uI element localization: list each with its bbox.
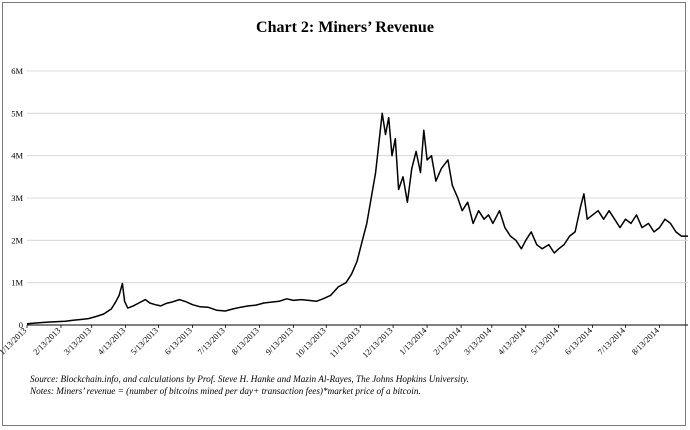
x-tick-label: 1/13/2014: [397, 325, 429, 357]
x-tick-label: 8/13/2013: [229, 325, 260, 356]
x-tick-label: 6/13/2013: [162, 325, 193, 356]
x-tick-label: 1/13/2013: [0, 325, 28, 356]
x-tick-label: 5/13/2013: [129, 325, 160, 356]
x-tick-label: 11/13/2013: [327, 325, 361, 359]
chart-frame: [2, 2, 686, 426]
chart-title: Chart 2: Miners’ Revenue: [256, 19, 434, 36]
source-note: Source: Blockchain.info, and calculation…: [30, 374, 469, 384]
x-tick-label: 8/13/2014: [629, 325, 661, 357]
x-tick-label: 12/13/2013: [360, 325, 394, 359]
x-tick-label: 2/13/2013: [31, 325, 62, 356]
x-tick-label: 3/13/2013: [62, 325, 93, 356]
y-tick-label: 5M: [11, 108, 23, 118]
y-tick-label: 4M: [11, 151, 23, 161]
y-tick-label: 2M: [11, 235, 23, 245]
x-tick-label: 4/13/2013: [96, 325, 127, 356]
x-tick-label: 9/13/2013: [263, 325, 294, 356]
x-tick-label: 6/13/2014: [563, 325, 595, 357]
x-tick-label: 5/13/2014: [529, 325, 561, 357]
x-tick-label: 4/13/2014: [496, 325, 528, 357]
x-tick-label: 7/13/2014: [595, 325, 627, 357]
y-tick-label: 0: [19, 320, 23, 330]
x-tick-label: 2/13/2014: [431, 325, 463, 357]
x-tick-label: 7/13/2013: [195, 325, 226, 356]
y-tick-label: 6M: [11, 66, 23, 76]
x-tick-label: 3/13/2014: [462, 325, 494, 357]
y-tick-label: 1M: [11, 278, 23, 288]
x-tick-label: 10/13/2013: [293, 325, 327, 359]
definition-note: Notes: Miners’ revenue = (number of bitc…: [30, 386, 421, 396]
miners-revenue-line: [26, 112, 688, 325]
y-tick-label: 3M: [11, 193, 23, 203]
